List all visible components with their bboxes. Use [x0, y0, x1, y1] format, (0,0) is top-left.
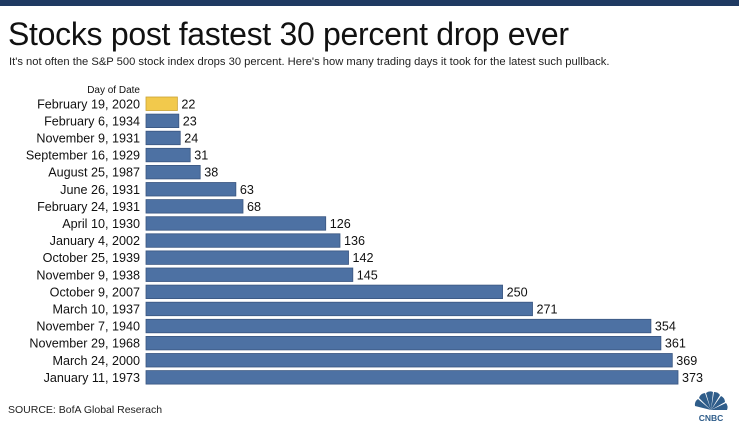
bar-highlighted [145, 96, 178, 111]
bar-value-label: 354 [655, 320, 676, 334]
bar [145, 113, 180, 128]
category-label: March 10, 1937 [52, 302, 140, 316]
bar-value-label: 373 [682, 371, 703, 385]
bar [145, 318, 652, 334]
bar-value-label: 369 [676, 354, 697, 368]
logo-wordmark: CNBC [699, 413, 724, 423]
bars-layer: February 19, 2020 22 February 6, 1934 23 Nov… [26, 96, 703, 385]
peacock-icon [694, 391, 728, 410]
category-label: April 10, 1930 [62, 217, 140, 231]
bar [145, 216, 327, 231]
bar [145, 147, 191, 163]
bar [145, 335, 662, 351]
bar-value-label: 361 [665, 337, 686, 351]
category-label: January 4, 2002 [50, 234, 140, 248]
bar-value-label: 126 [330, 217, 351, 231]
bar [145, 182, 237, 197]
bar-value-label: 38 [204, 166, 218, 180]
bar-value-label: 142 [353, 251, 374, 265]
bar-value-label: 250 [507, 285, 528, 299]
category-label: February 19, 2020 [37, 97, 140, 111]
category-label: November 9, 1931 [36, 131, 140, 145]
category-label: January 11, 1973 [44, 371, 140, 385]
bar-value-label: 24 [184, 131, 198, 145]
category-label: October 9, 2007 [50, 285, 140, 299]
category-label: November 29, 1968 [29, 337, 140, 351]
category-label: February 24, 1931 [37, 200, 140, 214]
category-label: October 25, 1939 [43, 251, 140, 265]
category-label: November 7, 1940 [36, 320, 140, 334]
bar-value-label: 23 [183, 114, 197, 128]
source-note: SOURCE: BofA Global Reserach [8, 404, 163, 416]
chart-subtitle: It's not often the S&P 500 stock index d… [9, 56, 610, 68]
category-label: June 26, 1931 [60, 183, 140, 197]
category-label: February 6, 1934 [44, 114, 140, 128]
category-label: August 25, 1987 [48, 166, 140, 180]
bar-value-label: 145 [357, 268, 378, 282]
chart-title: Stocks post fastest 30 percent drop ever [8, 16, 569, 52]
bar [145, 284, 503, 300]
bar-value-label: 63 [240, 183, 254, 197]
bar [145, 250, 349, 265]
top-accent-bar [0, 0, 739, 6]
bar-value-label: 271 [537, 302, 558, 316]
category-label: September 16, 1929 [26, 149, 140, 163]
bar [145, 130, 181, 146]
category-header: Day of Date [87, 85, 140, 96]
bar [145, 301, 533, 317]
bar-value-label: 22 [181, 97, 195, 111]
bar-chart: Day of Date February 19, 2020 22February … [26, 85, 703, 385]
category-label: March 24, 2000 [52, 354, 140, 368]
bar [145, 353, 673, 368]
bar [145, 370, 679, 385]
bar [145, 164, 201, 180]
bar-value-label: 68 [247, 200, 261, 214]
bar-value-label: 31 [194, 149, 208, 163]
bar [145, 199, 244, 214]
category-label: November 9, 1938 [36, 268, 140, 282]
bar [145, 267, 354, 282]
bar-value-label: 136 [344, 234, 365, 248]
bar [145, 233, 341, 248]
cnbc-logo: CNBC [694, 391, 728, 423]
